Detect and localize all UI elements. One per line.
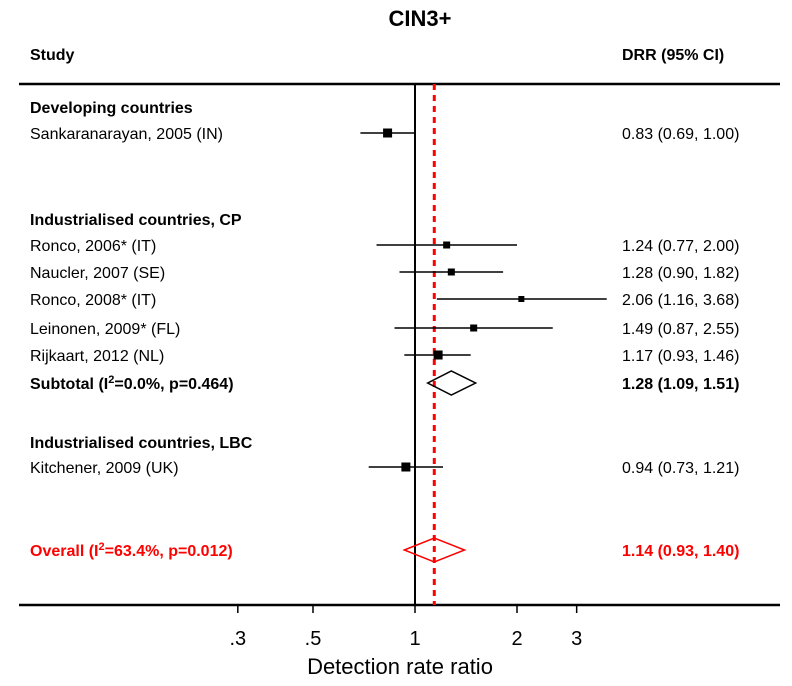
study-label: Rijkaart, 2012 (NL) — [30, 348, 164, 365]
x-tick-label: .5 — [305, 628, 322, 650]
group-heading: Industrialised countries, CP — [30, 212, 242, 229]
overall-label: Overall (I2=63.4%, p=0.012) — [30, 541, 233, 560]
point-estimate-marker — [401, 462, 411, 472]
group-heading: Developing countries — [30, 100, 193, 117]
study-ci-text: 0.94 (0.73, 1.21) — [622, 460, 739, 477]
study-ci-text: 2.06 (1.16, 3.68) — [622, 292, 739, 309]
subtotal-label: Subtotal (I2=0.0%, p=0.464) — [30, 374, 234, 393]
study-label: Ronco, 2006* (IT) — [30, 238, 156, 255]
study-label: Kitchener, 2009 (UK) — [30, 460, 179, 477]
point-estimate-marker — [518, 296, 525, 302]
study-label: Sankaranarayan, 2005 (IN) — [30, 126, 223, 143]
study-ci-text: 1.17 (0.93, 1.46) — [622, 348, 739, 365]
study-ci-text: 0.83 (0.69, 1.00) — [622, 126, 739, 143]
x-tick-label: 2 — [511, 628, 522, 650]
subtotal-diamond — [426, 370, 478, 396]
study-ci-text: 1.28 (0.90, 1.82) — [622, 265, 739, 282]
overall-diamond — [402, 537, 467, 563]
point-estimate-marker — [447, 268, 455, 276]
study-label: Naucler, 2007 (SE) — [30, 265, 165, 282]
study-ci-text: 1.24 (0.77, 2.00) — [622, 238, 739, 255]
subtotal-ci-text: 1.28 (1.09, 1.51) — [622, 376, 739, 393]
x-tick-label: 3 — [571, 628, 582, 650]
study-label: Leinonen, 2009* (FL) — [30, 321, 180, 338]
point-estimate-marker — [433, 350, 443, 360]
point-estimate-marker — [383, 128, 393, 138]
chart-title: CIN3+ — [389, 6, 452, 31]
group-heading: Industrialised countries, LBC — [30, 435, 253, 452]
point-estimate-marker — [470, 324, 478, 332]
x-axis-label: Detection rate ratio — [307, 654, 493, 679]
ci-column-header: DRR (95% CI) — [622, 47, 724, 64]
study-label: Ronco, 2008* (IT) — [30, 292, 156, 309]
overall-ci-text: 1.14 (0.93, 1.40) — [622, 543, 739, 560]
x-tick-label: 1 — [409, 628, 420, 650]
x-tick-label: .3 — [229, 628, 246, 650]
study-ci-text: 1.49 (0.87, 2.55) — [622, 321, 739, 338]
study-column-header: Study — [30, 47, 75, 64]
point-estimate-marker — [443, 241, 451, 249]
